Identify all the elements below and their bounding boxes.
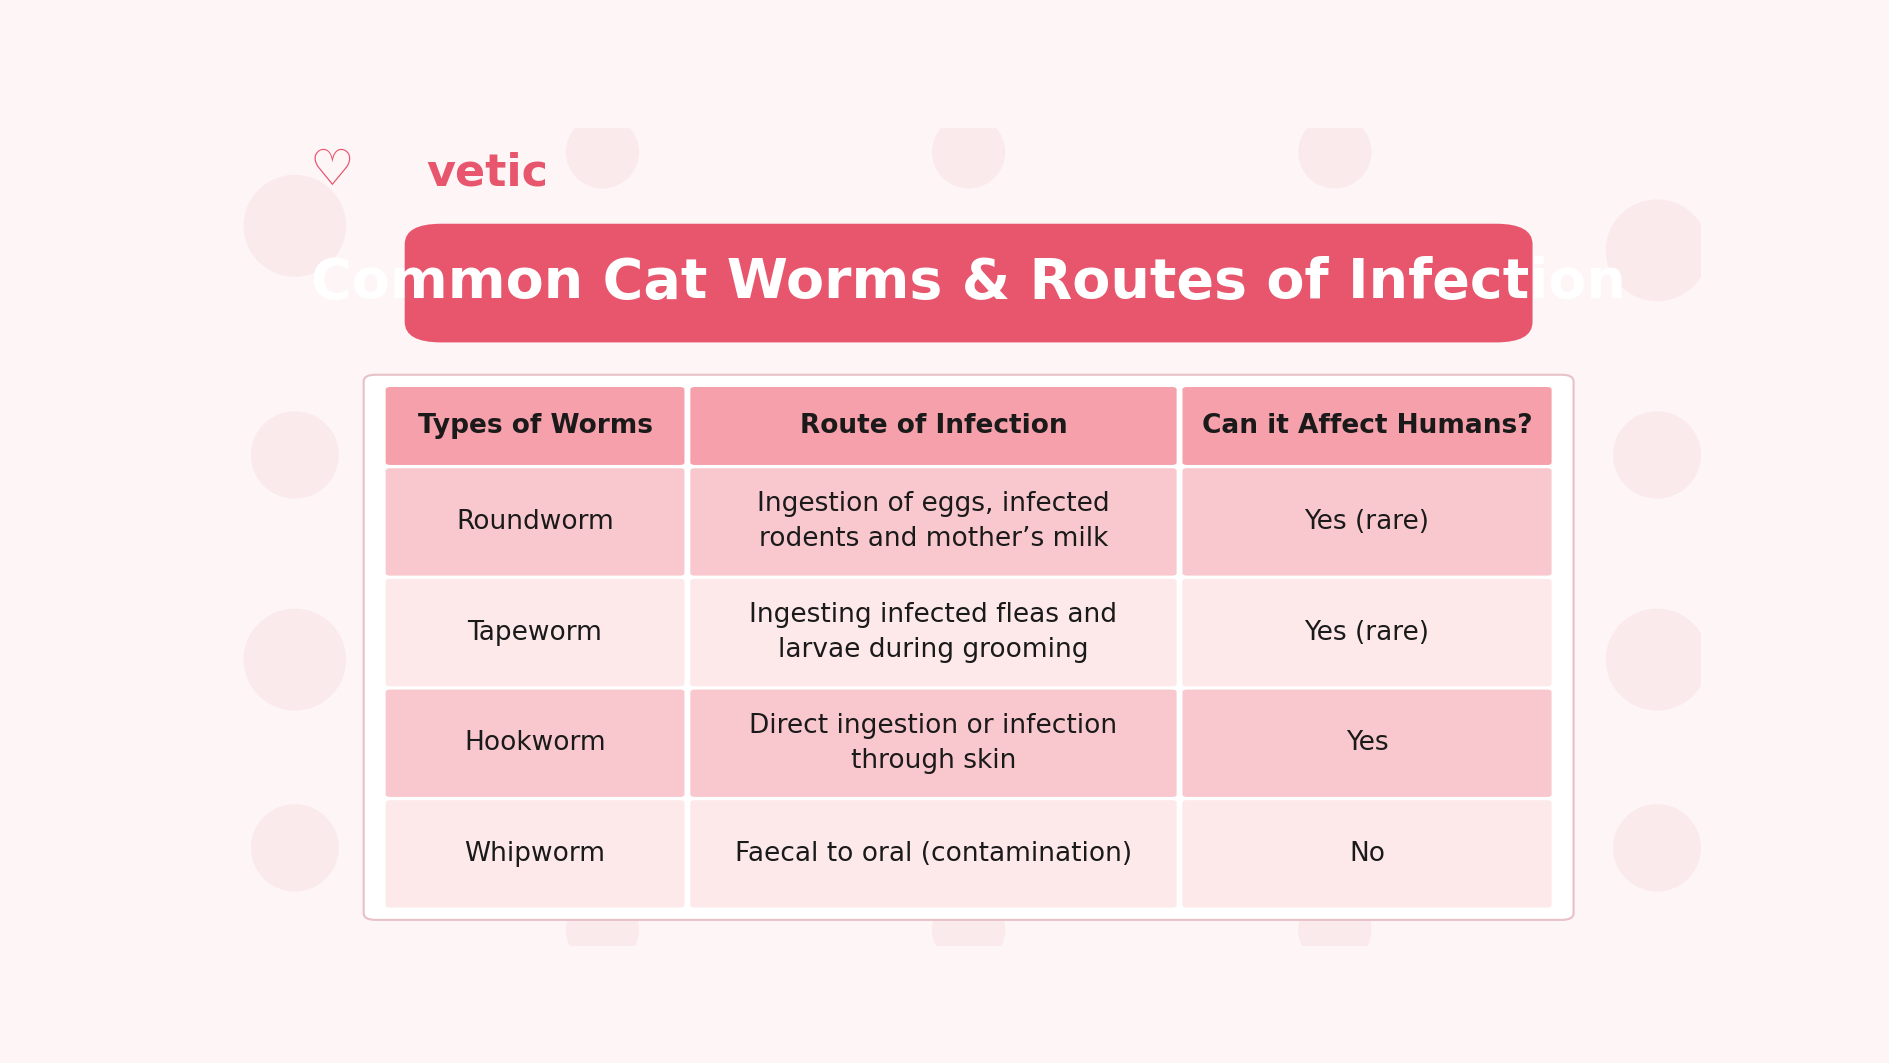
- Text: Yes (rare): Yes (rare): [1303, 509, 1428, 535]
- Text: Can it Affect Humans?: Can it Affect Humans?: [1201, 414, 1532, 439]
- Ellipse shape: [931, 116, 1005, 188]
- Text: Direct ingestion or infection
through skin: Direct ingestion or infection through sk…: [750, 713, 1116, 774]
- FancyBboxPatch shape: [385, 468, 684, 575]
- FancyBboxPatch shape: [689, 800, 1177, 908]
- Ellipse shape: [1606, 200, 1708, 301]
- Text: Ingesting infected fleas and
larvae during grooming: Ingesting infected fleas and larvae duri…: [750, 602, 1116, 663]
- FancyBboxPatch shape: [689, 579, 1177, 687]
- FancyBboxPatch shape: [1183, 690, 1551, 797]
- Ellipse shape: [244, 174, 346, 276]
- Text: Tapeworm: Tapeworm: [467, 620, 603, 645]
- Text: ♡: ♡: [310, 147, 353, 195]
- Text: No: No: [1349, 841, 1385, 867]
- FancyBboxPatch shape: [385, 387, 684, 465]
- Ellipse shape: [565, 893, 638, 966]
- Text: Faecal to oral (contamination): Faecal to oral (contamination): [735, 841, 1132, 867]
- FancyBboxPatch shape: [404, 223, 1532, 342]
- FancyBboxPatch shape: [385, 800, 684, 908]
- Ellipse shape: [1298, 116, 1371, 188]
- Text: Hookworm: Hookworm: [465, 730, 606, 756]
- Ellipse shape: [1606, 609, 1708, 710]
- Ellipse shape: [565, 116, 638, 188]
- Text: Ingestion of eggs, infected
rodents and mother’s milk: Ingestion of eggs, infected rodents and …: [757, 491, 1109, 553]
- Text: Whipworm: Whipworm: [465, 841, 604, 867]
- Text: Yes (rare): Yes (rare): [1303, 620, 1428, 645]
- Ellipse shape: [1611, 411, 1700, 499]
- Ellipse shape: [251, 805, 338, 892]
- Text: Types of Worms: Types of Worms: [417, 414, 652, 439]
- Ellipse shape: [931, 893, 1005, 966]
- FancyBboxPatch shape: [1183, 387, 1551, 465]
- FancyBboxPatch shape: [1183, 800, 1551, 908]
- Ellipse shape: [1611, 805, 1700, 892]
- Ellipse shape: [1298, 893, 1371, 966]
- FancyBboxPatch shape: [689, 690, 1177, 797]
- Text: vetic: vetic: [427, 151, 548, 195]
- FancyBboxPatch shape: [385, 579, 684, 687]
- FancyBboxPatch shape: [385, 690, 684, 797]
- Text: Route of Infection: Route of Infection: [799, 414, 1067, 439]
- FancyBboxPatch shape: [689, 468, 1177, 575]
- Ellipse shape: [244, 609, 346, 710]
- FancyBboxPatch shape: [1183, 579, 1551, 687]
- FancyBboxPatch shape: [363, 375, 1574, 919]
- FancyBboxPatch shape: [689, 387, 1177, 465]
- Ellipse shape: [251, 411, 338, 499]
- Text: Roundworm: Roundworm: [455, 509, 614, 535]
- FancyBboxPatch shape: [1183, 468, 1551, 575]
- Text: Common Cat Worms & Routes of Infection: Common Cat Worms & Routes of Infection: [312, 256, 1625, 310]
- Text: Yes: Yes: [1345, 730, 1388, 756]
